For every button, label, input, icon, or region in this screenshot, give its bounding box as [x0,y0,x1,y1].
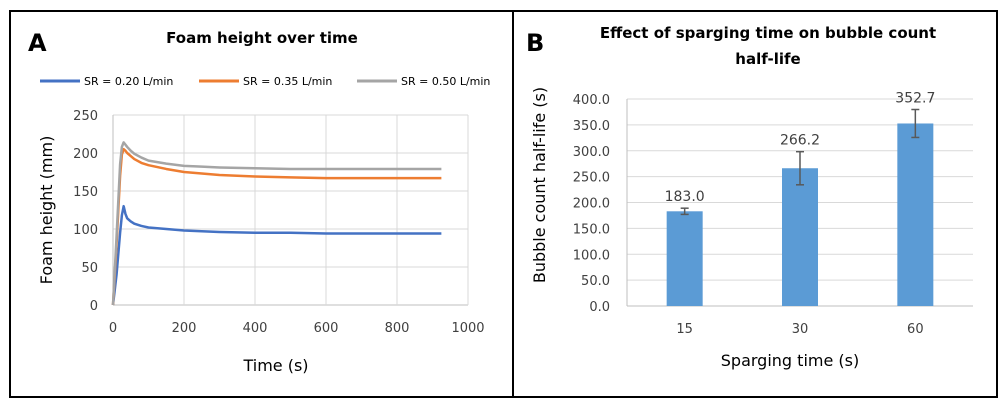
chart-a-xtick-label: 200 [172,321,197,336]
chart-b-ytick-label: 300.0 [573,145,610,160]
chart-a-title: Foam height over time [166,29,358,47]
chart-b-xtick-label: 30 [792,322,809,337]
panel-b-frame [512,10,998,398]
chart-a-legend-label: SR = 0.50 L/min [401,75,490,88]
chart-a-series-line [111,141,442,306]
chart-a-ytick-label: 200 [73,147,98,162]
chart-a-plot: 0 50 100 150 200 250 0 200 400 600 800 1000 SR = 0.2… [40,75,490,336]
chart-b-ytick-label: 250.0 [573,171,610,186]
chart-b-xtick-label: 60 [907,322,924,337]
chart-b-xtick-label: 15 [676,322,693,337]
chart-b-ytick-label: 400.0 [573,93,610,108]
chart-a-ytick-label: 100 [73,223,98,238]
chart-b-data-label: 352.7 [895,91,935,107]
chart-b-ytick-label: 0.0 [589,300,610,315]
chart-a-ytick-label: 50 [81,261,98,276]
chart-a-ytick-label: 150 [73,185,98,200]
chart-b-ytick-label: 150.0 [573,222,610,237]
chart-b-plot: 0.0 50.0 100.0 150.0 200.0 250.0 300.0 350.0 400… [573,91,973,337]
chart-b-title-line1: Effect of sparging time on bubble count [600,24,936,42]
chart-a-legend-label: SR = 0.35 L/min [243,75,332,88]
chart-b-bar [666,211,703,306]
chart-a-series-line [111,147,442,306]
chart-a-xtick-label: 0 [109,321,117,336]
chart-b-bar [897,123,934,306]
chart-b-data-label: 266.2 [780,133,820,149]
panel-a-letter: A [28,29,47,57]
panel-b-letter: B [526,29,544,57]
panel-a-frame [9,10,514,398]
chart-a-xtick-label: 400 [243,321,268,336]
chart-b-ytick-label: 100.0 [573,248,610,263]
chart-a-legend-label: SR = 0.20 L/min [84,75,173,88]
chart-b-ytick-label: 200.0 [573,197,610,212]
chart-a-ylabel: Foam height (mm) [37,136,56,285]
chart-b-ytick-label: 350.0 [573,119,610,134]
chart-a-xlabel: Time (s) [242,356,308,375]
chart-a-ytick-label: 0 [90,299,98,314]
chart-b-xlabel: Sparging time (s) [721,351,859,370]
chart-a-series-line [111,204,442,306]
chart-a-xtick-label: 1000 [451,321,484,336]
chart-b-title-line2: half-life [735,50,800,68]
chart-a-ytick-label: 250 [73,109,98,124]
chart-a-xtick-label: 800 [385,321,410,336]
chart-b-data-label: 183.0 [665,189,705,205]
chart-a-xtick-label: 600 [314,321,339,336]
chart-b-ylabel: Bubble count half-life (s) [530,87,549,283]
chart-b-ytick-label: 50.0 [581,274,610,289]
chart-b-bar [782,168,818,306]
